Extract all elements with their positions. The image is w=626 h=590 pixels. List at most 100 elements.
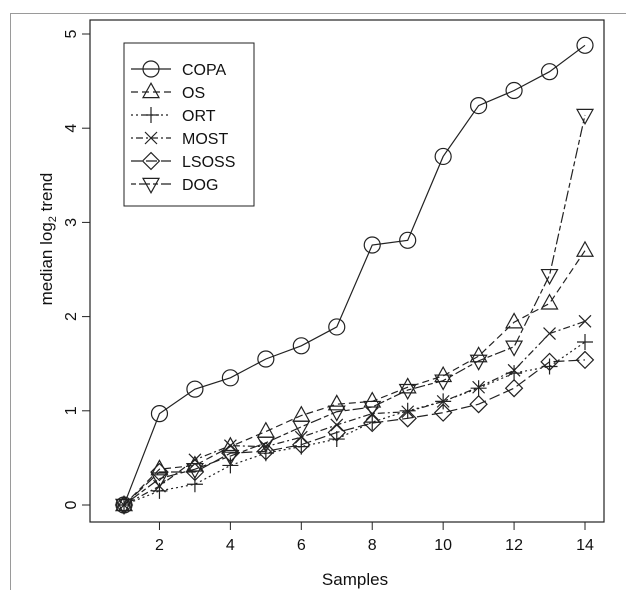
data-point-most bbox=[223, 439, 237, 453]
series-lsoss bbox=[114, 350, 595, 515]
x-tick-label: 14 bbox=[576, 537, 594, 554]
data-point-dog bbox=[327, 405, 346, 422]
data-point-copa bbox=[186, 380, 204, 398]
data-point-dog bbox=[292, 420, 311, 437]
legend-marker-dog bbox=[141, 177, 161, 195]
legend-item-copa: COPA bbox=[131, 60, 226, 79]
legend-item-os: OS bbox=[131, 81, 205, 102]
legend-item-most: MOST bbox=[131, 131, 228, 148]
data-point-ort bbox=[399, 402, 416, 419]
figure-frame-top bbox=[10, 13, 626, 14]
data-point-lsoss bbox=[327, 423, 347, 442]
series-ort bbox=[116, 334, 593, 513]
data-point-lsoss bbox=[362, 413, 382, 433]
legend-marker-lsoss bbox=[141, 151, 161, 171]
legend: COPA OS ORT MOST LSOSS DOG bbox=[123, 42, 255, 207]
data-point-most bbox=[472, 380, 486, 394]
data-point-copa bbox=[470, 96, 488, 115]
data-point-ort bbox=[151, 482, 168, 499]
data-point-os bbox=[398, 377, 417, 394]
data-point-ort bbox=[328, 431, 345, 448]
data-point-lsoss bbox=[575, 350, 595, 370]
legend-item-ort: ORT bbox=[131, 107, 216, 125]
data-point-os bbox=[469, 346, 488, 363]
legend-label-lsoss: LSOSS bbox=[182, 154, 235, 171]
data-point-dog bbox=[185, 463, 204, 480]
data-point-most bbox=[401, 405, 415, 419]
series-line-os bbox=[123, 250, 586, 506]
legend-label-copa: COPA bbox=[182, 62, 226, 79]
data-point-lsoss bbox=[256, 442, 276, 461]
x-tick-label: 12 bbox=[505, 537, 523, 554]
y-tick-label: 3 bbox=[63, 218, 80, 227]
data-point-os bbox=[505, 312, 524, 329]
x-tick-label: 8 bbox=[368, 537, 377, 554]
data-point-ort bbox=[470, 380, 487, 397]
data-point-copa bbox=[363, 236, 381, 254]
data-point-dog bbox=[221, 449, 240, 467]
data-point-dog bbox=[434, 374, 453, 391]
data-point-most bbox=[294, 430, 308, 444]
legend-label-most: MOST bbox=[182, 131, 228, 148]
series-line-ort bbox=[123, 341, 586, 506]
data-point-dog bbox=[398, 383, 417, 401]
data-point-lsoss bbox=[433, 403, 453, 422]
data-point-lsoss bbox=[150, 462, 169, 482]
y-tick-label: 2 bbox=[63, 312, 80, 321]
data-point-ort bbox=[577, 334, 593, 351]
data-point-copa bbox=[257, 350, 275, 368]
series-line-copa bbox=[123, 44, 586, 506]
series-line-most bbox=[123, 320, 586, 506]
series-dog bbox=[114, 108, 595, 516]
data-point-copa bbox=[540, 63, 559, 81]
data-point-ort bbox=[293, 438, 310, 455]
data-point-dog bbox=[114, 498, 134, 516]
data-point-lsoss bbox=[504, 378, 524, 398]
x-tick-label: 2 bbox=[155, 537, 164, 554]
data-point-most bbox=[578, 314, 592, 328]
x-tick-label: 4 bbox=[226, 537, 235, 554]
data-point-dog bbox=[469, 354, 488, 371]
series-line-dog bbox=[123, 114, 586, 506]
data-point-os bbox=[221, 436, 240, 453]
y-tick-label: 0 bbox=[63, 500, 80, 509]
data-point-dog bbox=[575, 108, 595, 126]
legend-label-dog: DOG bbox=[182, 177, 218, 194]
data-point-most bbox=[330, 418, 344, 432]
figure-frame-left bbox=[10, 13, 11, 590]
legend-marker-most bbox=[144, 131, 158, 145]
data-point-copa bbox=[221, 369, 239, 387]
data-point-lsoss bbox=[540, 352, 559, 372]
data-point-copa bbox=[150, 405, 169, 423]
data-point-dog bbox=[256, 436, 275, 453]
data-point-most bbox=[436, 394, 450, 408]
legend-marker-os bbox=[141, 81, 161, 99]
y-tick-label: 4 bbox=[63, 124, 80, 133]
data-point-lsoss bbox=[398, 409, 417, 428]
data-point-os bbox=[327, 394, 346, 411]
y-tick-label: 5 bbox=[63, 29, 80, 38]
legend-label-ort: ORT bbox=[182, 108, 216, 125]
x-axis-label: Samples bbox=[322, 570, 388, 589]
data-point-lsoss bbox=[469, 394, 488, 414]
data-point-lsoss bbox=[185, 462, 205, 482]
data-point-copa bbox=[505, 81, 523, 100]
series-copa bbox=[115, 36, 594, 514]
legend-item-lsoss: LSOSS bbox=[131, 151, 235, 171]
legend-item-dog: DOG bbox=[131, 177, 218, 195]
legend-label-os: OS bbox=[182, 85, 205, 102]
data-point-most bbox=[259, 440, 273, 454]
data-point-most bbox=[543, 327, 556, 340]
data-point-copa bbox=[399, 231, 417, 249]
data-point-os bbox=[434, 365, 453, 383]
data-point-os bbox=[540, 293, 559, 310]
data-point-os bbox=[575, 240, 595, 257]
data-point-copa bbox=[328, 318, 346, 336]
data-point-dog bbox=[363, 400, 382, 418]
data-point-dog bbox=[505, 340, 524, 357]
data-point-os bbox=[363, 391, 382, 408]
data-point-os bbox=[256, 421, 275, 438]
data-point-dog bbox=[540, 268, 559, 286]
data-point-lsoss bbox=[292, 435, 311, 454]
